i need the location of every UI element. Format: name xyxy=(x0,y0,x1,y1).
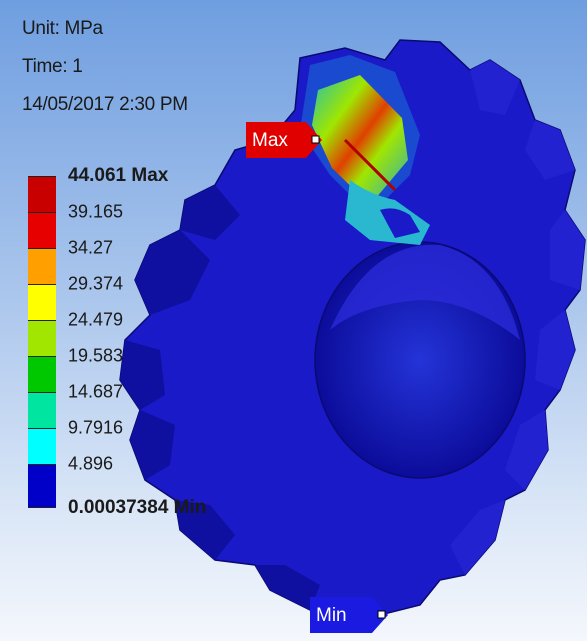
min-probe-flag xyxy=(310,597,388,633)
time-label: Time: 1 xyxy=(22,56,83,77)
unit-label: Unit: MPa xyxy=(22,18,103,39)
legend-label: 34.27 xyxy=(68,237,114,258)
legend-label: 14.687 xyxy=(68,381,124,402)
gear-body xyxy=(119,39,586,616)
legend-swatch xyxy=(28,320,56,356)
legend-swatch xyxy=(28,176,56,212)
legend-swatch xyxy=(28,464,56,508)
legend-label: 44.061 Max xyxy=(68,165,169,186)
legend-label: 0.00037384 Min xyxy=(68,497,207,518)
legend-swatch xyxy=(28,392,56,428)
legend-swatch xyxy=(28,428,56,464)
date-label: 14/05/2017 2:30 PM xyxy=(22,94,188,115)
legend-label: 9.7916 xyxy=(68,417,124,438)
color-legend xyxy=(28,176,56,508)
min-probe-label: Min xyxy=(316,605,347,626)
legend-label: 19.583 xyxy=(68,345,124,366)
legend-swatch xyxy=(28,212,56,248)
max-probe-flag xyxy=(246,122,322,158)
legend-label: 4.896 xyxy=(68,453,114,474)
max-probe[interactable]: Max xyxy=(246,122,322,158)
max-probe-label: Max xyxy=(252,130,288,151)
min-probe[interactable]: Min xyxy=(310,597,388,633)
legend-swatch xyxy=(28,356,56,392)
legend-swatch xyxy=(28,284,56,320)
stress-hotspot xyxy=(300,55,430,245)
legend-label: 29.374 xyxy=(68,273,124,294)
legend-label: 24.479 xyxy=(68,309,124,330)
legend-label: 39.165 xyxy=(68,201,124,222)
legend-swatch xyxy=(28,248,56,284)
